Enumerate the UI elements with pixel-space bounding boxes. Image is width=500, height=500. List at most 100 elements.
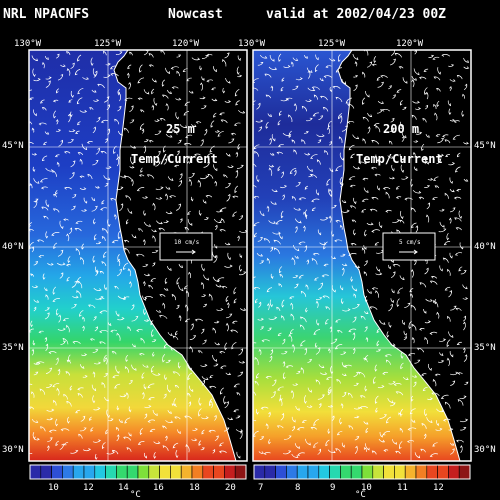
current-vector-head [56, 161, 60, 165]
current-vector-head [65, 263, 69, 267]
current-vector-head [240, 429, 244, 432]
colorbar-tick-left-1: 12 [83, 483, 94, 493]
current-vector-head [123, 436, 127, 440]
current-vector-head [76, 101, 80, 105]
current-vector-head [148, 405, 152, 408]
current-vector-head [456, 154, 460, 158]
current-vector-head [456, 342, 460, 345]
current-vector-head [197, 57, 201, 61]
current-vector-head [60, 249, 64, 253]
current-vector-head [264, 55, 268, 59]
current-vector-head [182, 69, 186, 73]
current-vector-head [415, 225, 419, 229]
current-vector-head [193, 124, 197, 127]
current-vector-head [162, 445, 166, 449]
depth-label-25m: 25 m [166, 122, 195, 136]
current-vector-head [310, 156, 314, 159]
current-vector-head [335, 219, 339, 223]
current-vector-head [72, 62, 75, 66]
colorbar-swatch [94, 464, 106, 480]
current-vector-head [214, 180, 217, 184]
current-vector-head [358, 161, 362, 165]
colorbar-swatch [253, 464, 266, 480]
current-vector-head [84, 200, 88, 204]
current-vector-head [373, 381, 376, 385]
current-vector-head [180, 288, 184, 292]
current-vector-head [118, 105, 122, 109]
current-vector-head [83, 427, 87, 430]
current-vector-head [348, 147, 352, 151]
current-vector-head [201, 431, 205, 435]
current-vector-head [348, 425, 352, 428]
current-vector-head [260, 62, 264, 65]
current-vector-head [69, 114, 73, 118]
current-vector-head [309, 358, 312, 362]
current-vector-head [303, 225, 306, 229]
current-vector-head [306, 259, 310, 263]
current-vector-head [365, 430, 369, 434]
current-vector-head [419, 327, 422, 331]
current-vector-head [26, 454, 28, 456]
current-vector-head [170, 178, 174, 181]
current-vector-head [365, 260, 368, 263]
current-vector-head [298, 242, 302, 245]
current-vector-head [96, 185, 100, 189]
current-vector-head [44, 336, 48, 340]
current-vector-head [127, 268, 131, 272]
current-vector-head [97, 83, 101, 87]
current-vector-head [464, 83, 468, 87]
current-vector-head [145, 139, 149, 142]
current-vector-head [305, 130, 309, 134]
current-vector-head [219, 209, 223, 212]
current-vector-head [97, 147, 100, 151]
current-vector-head [136, 188, 140, 192]
current-vector-head [394, 441, 398, 445]
current-vector-head [253, 195, 257, 199]
current-vector-head [444, 401, 448, 405]
vector-scale-label-right: 5 cm/s [399, 239, 421, 246]
current-vector-head [400, 216, 404, 220]
current-vector-head [280, 236, 283, 240]
current-vector-head [334, 346, 338, 350]
current-vector-head [244, 229, 247, 233]
current-vector-head [436, 104, 440, 108]
current-vector-head [229, 264, 233, 268]
current-vector-head [434, 112, 437, 116]
current-vector-head [177, 365, 181, 369]
current-vector-head [236, 71, 240, 75]
current-vector-head [158, 150, 161, 154]
current-vector-head [392, 176, 395, 180]
current-vector-head [392, 263, 396, 267]
current-vector-head [370, 222, 374, 226]
current-vector-head [217, 134, 221, 137]
current-vector-head [84, 109, 88, 113]
current-vector-head [116, 332, 120, 336]
current-vector-head [310, 426, 314, 430]
current-vector-head [290, 313, 294, 317]
current-vector-head [323, 246, 326, 250]
current-vector-head [397, 291, 401, 294]
current-vector-head [379, 272, 383, 276]
current-vector-head [117, 92, 121, 96]
current-vector-head [329, 140, 332, 144]
current-vector-head [58, 314, 62, 318]
current-vector-head [158, 227, 162, 231]
current-vector-head [207, 173, 211, 177]
current-vector-head [281, 315, 284, 319]
current-vector-head [35, 58, 39, 62]
current-vector-head [98, 361, 102, 365]
colorbar-swatch [51, 464, 63, 480]
current-vector-head [202, 379, 205, 383]
current-vector-head [119, 51, 123, 54]
current-vector-head [414, 168, 418, 171]
current-vector-head [128, 81, 131, 85]
current-vector-head [100, 150, 104, 154]
current-vector-head [295, 85, 299, 89]
current-vector-head [295, 383, 299, 386]
current-vector-head [191, 323, 194, 327]
colorbar-swatch [40, 464, 52, 480]
current-vector-head [321, 274, 325, 278]
current-vector-head [62, 318, 66, 322]
current-vector-head [139, 69, 142, 73]
current-vector-head [304, 186, 308, 190]
